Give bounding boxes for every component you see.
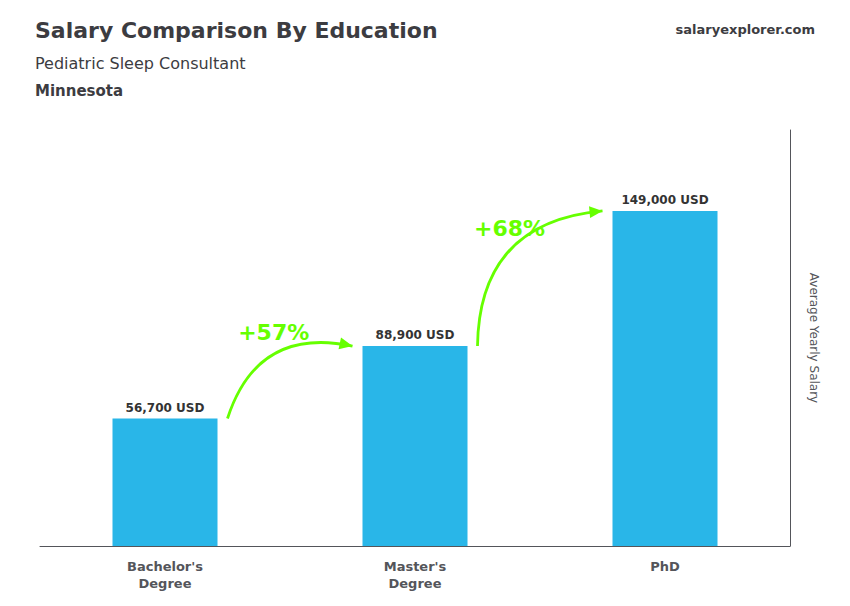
svg-text:Salary Comparison By Education: Salary Comparison By Education xyxy=(35,18,438,43)
svg-text:+68%: +68% xyxy=(474,216,545,241)
svg-text:Minnesota: Minnesota xyxy=(35,82,123,100)
svg-text:88,900 USD: 88,900 USD xyxy=(376,328,455,342)
svg-text:+57%: +57% xyxy=(238,320,309,345)
svg-text:Pediatric Sleep Consultant: Pediatric Sleep Consultant xyxy=(35,54,246,73)
svg-text:Degree: Degree xyxy=(139,576,192,591)
svg-text:Degree: Degree xyxy=(389,576,442,591)
svg-text:PhD: PhD xyxy=(650,559,680,574)
svg-text:Average Yearly Salary: Average Yearly Salary xyxy=(807,273,821,403)
svg-text:Bachelor's: Bachelor's xyxy=(127,559,203,574)
svg-text:salaryexplorer.com: salaryexplorer.com xyxy=(676,22,815,37)
svg-text:149,000 USD: 149,000 USD xyxy=(621,193,708,207)
svg-text:56,700 USD: 56,700 USD xyxy=(126,401,205,415)
svg-text:Master's: Master's xyxy=(384,559,447,574)
